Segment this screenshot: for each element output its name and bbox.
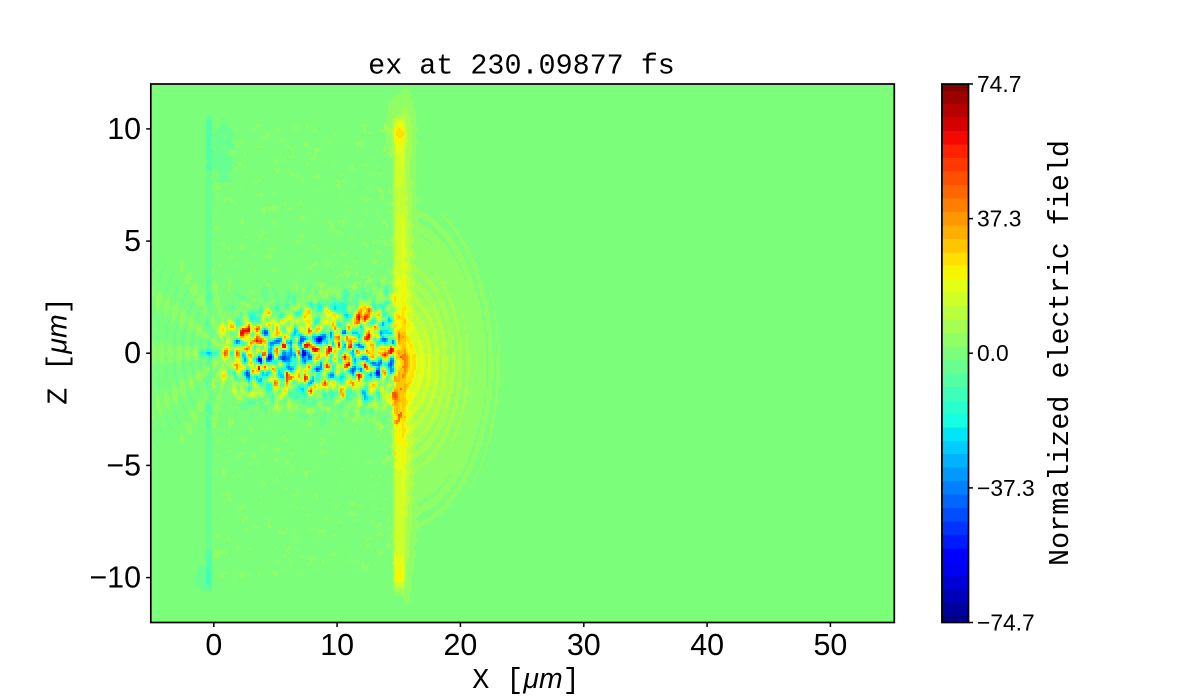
svg-text:Z [μm]: Z [μm] [42, 297, 76, 404]
svg-text:50: 50 [813, 628, 847, 662]
svg-text:10: 10 [320, 628, 354, 662]
svg-text:20: 20 [443, 628, 477, 662]
svg-text:0: 0 [205, 628, 222, 662]
svg-text:Normalized electric field: Normalized electric field [1044, 140, 1077, 566]
svg-text:ex at 230.09877 fs: ex at 230.09877 fs [368, 50, 675, 83]
svg-text:37.3: 37.3 [977, 206, 1021, 232]
svg-text:5: 5 [124, 224, 141, 258]
svg-text:10: 10 [107, 112, 141, 146]
svg-text:−5: −5 [106, 448, 141, 482]
svg-text:74.7: 74.7 [977, 71, 1021, 97]
svg-text:30: 30 [567, 628, 601, 662]
svg-text:−37.3: −37.3 [977, 475, 1035, 501]
svg-text:−10: −10 [89, 561, 141, 595]
svg-text:−74.7: −74.7 [977, 610, 1035, 636]
svg-text:0.0: 0.0 [977, 340, 1009, 366]
svg-text:X [μm]: X [μm] [472, 663, 579, 697]
svg-text:40: 40 [690, 628, 724, 662]
svg-text:0: 0 [124, 336, 141, 370]
